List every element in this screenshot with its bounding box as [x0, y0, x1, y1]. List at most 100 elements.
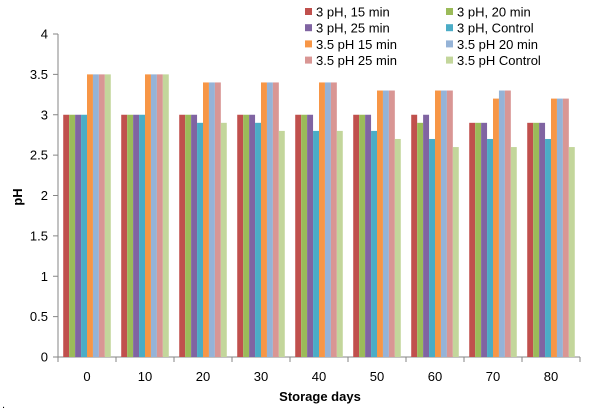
- bar: [121, 114, 128, 357]
- stray-mark: .: [2, 399, 5, 411]
- x-tick-label: 20: [196, 369, 210, 384]
- bar: [481, 122, 488, 357]
- x-tick-label: 0: [83, 369, 90, 384]
- legend-label: 3 pH, 25 min: [316, 21, 390, 36]
- bar: [92, 74, 99, 357]
- legend-swatch: [305, 40, 312, 48]
- bar: [237, 114, 244, 357]
- x-axis-title: Storage days: [279, 389, 361, 404]
- bar: [545, 138, 551, 357]
- bar: [214, 82, 221, 357]
- bar: [423, 114, 430, 357]
- bar: [510, 147, 517, 357]
- bar: [377, 90, 383, 358]
- bar: [243, 114, 250, 357]
- y-tick-label: 2: [41, 188, 48, 203]
- series-group: [63, 114, 534, 357]
- legend-label: 3.5 pH Control: [457, 53, 541, 68]
- bar: [539, 122, 546, 357]
- y-axis-title: pH: [10, 188, 25, 205]
- bar: [551, 98, 557, 357]
- x-tick-label: 50: [370, 369, 384, 384]
- bar: [498, 90, 505, 358]
- x-tick-label: 10: [138, 369, 152, 384]
- bar: [75, 114, 82, 357]
- bar: [504, 90, 511, 358]
- bar: [197, 122, 203, 357]
- bar: [446, 90, 453, 358]
- bar: [533, 122, 540, 357]
- bar: [185, 114, 192, 357]
- legend: 3 pH, 15 min 3 pH, 20 min 3 pH, 25 min 3 pH…: [305, 5, 541, 68]
- bar: [365, 114, 372, 357]
- bar: [469, 122, 476, 357]
- x-tick-label: 70: [486, 369, 500, 384]
- y-tick-label: 1.5: [30, 228, 48, 243]
- bar: [359, 114, 366, 357]
- bar: [313, 130, 319, 357]
- x-tick-label: 40: [312, 369, 326, 384]
- bar: [156, 74, 163, 357]
- legend-label: 3 pH, Control: [457, 21, 534, 36]
- legend-label: 3.5 pH 15 min: [316, 37, 397, 52]
- legend-swatch: [305, 24, 312, 32]
- bar: [104, 74, 111, 357]
- legend-label: 3 pH, 20 min: [457, 5, 531, 20]
- bar: [487, 138, 493, 357]
- bar: [336, 130, 343, 357]
- x-axis: 0 10 20 30 40 50 60 70 80: [57, 356, 581, 384]
- bar: [98, 74, 105, 357]
- bar: [411, 114, 418, 357]
- bar: [435, 90, 441, 358]
- bar: [388, 90, 395, 358]
- bar: [133, 114, 140, 357]
- series-group: [98, 74, 569, 358]
- bar: [429, 138, 435, 357]
- bar: [266, 82, 273, 357]
- legend-label: 3.5 pH 25 min: [316, 53, 397, 68]
- bar: [81, 114, 87, 357]
- bars: [63, 74, 575, 358]
- bar: [307, 114, 314, 357]
- y-tick-label: 3.5: [30, 67, 48, 82]
- legend-swatch: [446, 24, 453, 32]
- x-tick-label: 30: [254, 369, 268, 384]
- bar: [249, 114, 256, 357]
- bar: [203, 82, 209, 357]
- bar: [319, 82, 325, 357]
- bar: [417, 122, 424, 357]
- bar: [63, 114, 70, 357]
- bar: [127, 114, 134, 357]
- bar: [440, 90, 447, 358]
- bar: [452, 147, 459, 357]
- bar: [371, 130, 377, 357]
- y-tick-label: 3: [41, 107, 48, 122]
- series-group: [87, 74, 557, 358]
- legend-swatch: [446, 40, 453, 48]
- bar: [191, 114, 198, 357]
- legend-label: 3 pH, 15 min: [316, 5, 390, 20]
- bar: [324, 82, 331, 357]
- legend-swatch: [305, 8, 312, 15]
- bar: [475, 122, 482, 357]
- bar: [145, 74, 151, 357]
- bar: [87, 74, 93, 357]
- legend-swatch: [305, 56, 312, 64]
- y-tick-label: 2.5: [30, 148, 48, 163]
- bar: [562, 98, 569, 357]
- series-group: [104, 74, 575, 357]
- bar: [353, 114, 360, 357]
- bar: [208, 82, 215, 357]
- series-group: [75, 114, 546, 357]
- x-tick-label: 60: [428, 369, 442, 384]
- legend-swatch: [446, 56, 453, 64]
- bar: [220, 122, 227, 357]
- legend-swatch: [446, 8, 453, 15]
- bar: [179, 114, 186, 357]
- bar: [150, 74, 157, 357]
- bar: [382, 90, 389, 358]
- bar: [556, 98, 563, 357]
- bar: [255, 122, 261, 357]
- series-group: [81, 114, 551, 357]
